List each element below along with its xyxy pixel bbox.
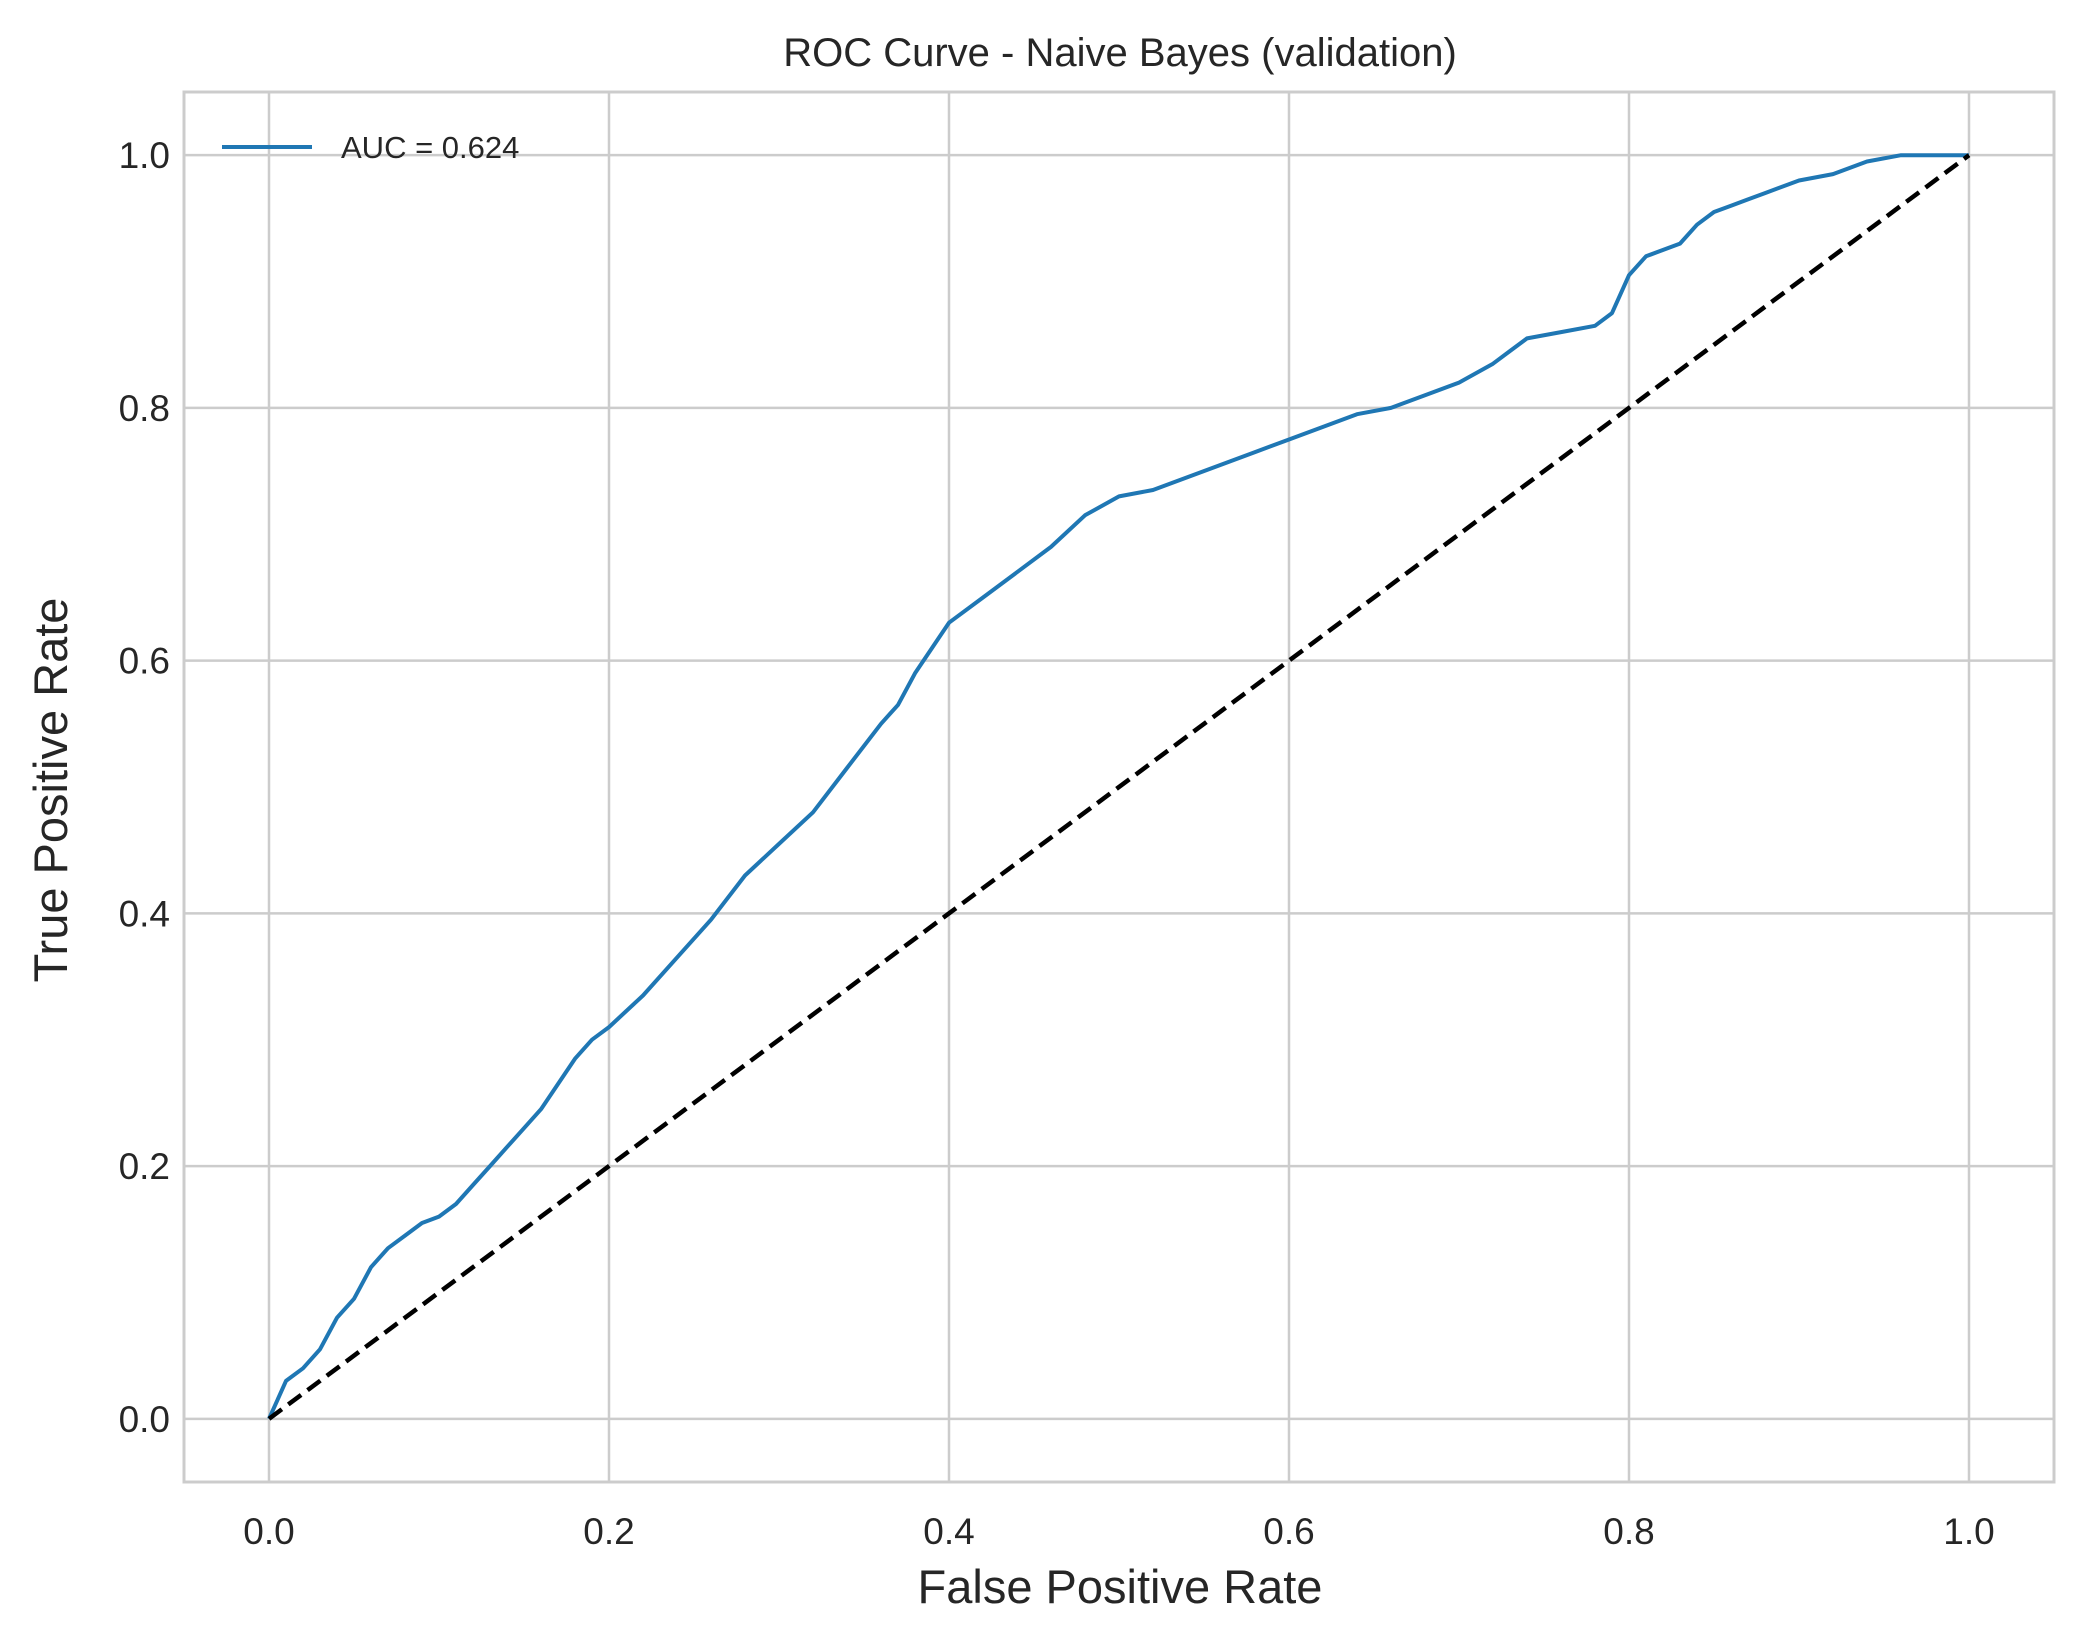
x-tick-label: 0.2 <box>583 1511 634 1552</box>
chart-title: ROC Curve - Naive Bayes (validation) <box>783 31 1457 75</box>
y-axis-label: True Positive Rate <box>24 598 77 983</box>
plot-frame <box>182 90 2056 1484</box>
roc-curve-line <box>267 153 1969 1420</box>
legend-label: AUC = 0.624 <box>341 130 519 165</box>
x-tick-label: 0.4 <box>923 1511 974 1552</box>
x-tick-label: 1.0 <box>1943 1511 1994 1552</box>
y-tick-label: 1.0 <box>119 135 170 176</box>
x-tick-labels: 0.0 0.2 0.4 0.6 0.8 1.0 <box>243 1511 1994 1552</box>
chance-diagonal-line <box>267 153 1971 1421</box>
series-layer <box>267 153 1971 1421</box>
grid-lines <box>184 92 2054 1482</box>
y-tick-label: 0.0 <box>119 1399 170 1440</box>
x-axis-label: False Positive Rate <box>918 1560 1323 1613</box>
y-tick-label: 0.6 <box>119 641 170 682</box>
y-tick-label: 0.4 <box>119 893 170 934</box>
y-tick-labels: 0.0 0.2 0.4 0.6 0.8 1.0 <box>119 135 170 1440</box>
legend: AUC = 0.624 <box>222 130 519 165</box>
x-tick-label: 0.0 <box>243 1511 294 1552</box>
x-tick-label: 0.6 <box>1263 1511 1314 1552</box>
x-tick-label: 0.8 <box>1603 1511 1654 1552</box>
y-tick-label: 0.8 <box>119 388 170 429</box>
y-tick-label: 0.2 <box>119 1146 170 1187</box>
